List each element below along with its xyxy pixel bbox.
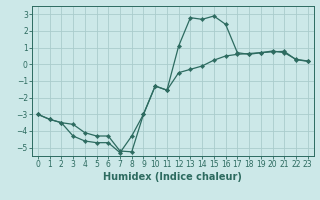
- X-axis label: Humidex (Indice chaleur): Humidex (Indice chaleur): [103, 172, 242, 182]
